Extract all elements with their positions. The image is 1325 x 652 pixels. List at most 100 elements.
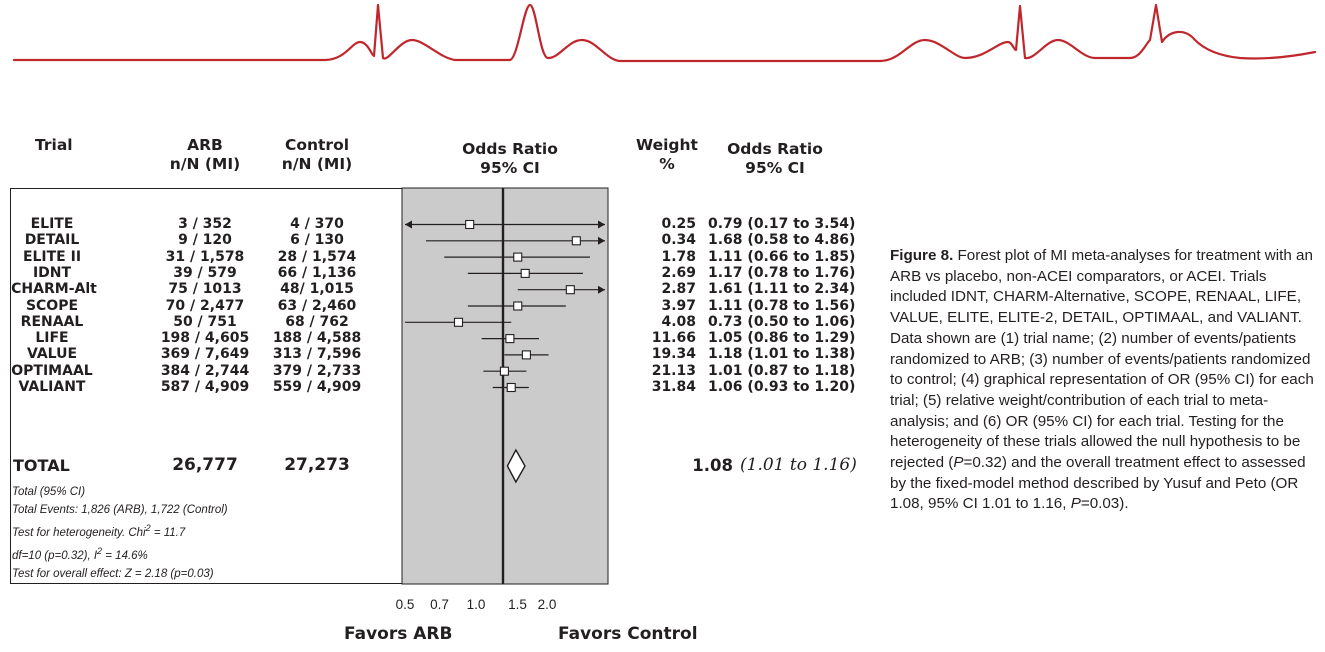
stats-total-events: Total Events: 1,826 (ARB), 1,722 (Contro… bbox=[12, 504, 228, 516]
point-estimate-marker bbox=[506, 382, 516, 393]
stats-bottom-rule bbox=[10, 583, 402, 584]
header-trial: Trial bbox=[35, 136, 105, 155]
caption-paragraph: Figure 8. Forest plot of MI meta-analyse… bbox=[890, 246, 1316, 515]
trial-control-events: 379 / 2,733 bbox=[272, 362, 362, 379]
caption-body-2: =0.32) and the overall treatment effect … bbox=[890, 454, 1306, 513]
stats-df: df=10 (p=0.32), I2 = 14.6% bbox=[12, 542, 228, 565]
point-estimate-marker bbox=[571, 236, 581, 246]
pooled-diamond bbox=[506, 448, 526, 484]
trial-or-text: 1.18 (1.01 to 1.38) bbox=[708, 346, 856, 363]
trial-name: ELITE II bbox=[22, 248, 82, 265]
point-estimate-marker bbox=[499, 366, 509, 376]
stats-total-ci: Total (95% CI) bbox=[12, 486, 86, 498]
favors-arb-label: Favors ARB bbox=[344, 624, 453, 644]
trial-weight: 11.66 bbox=[651, 330, 696, 347]
total-control: 27,273 bbox=[284, 455, 350, 475]
header-weight-line1: Weight bbox=[636, 136, 698, 154]
trial-name: LIFE bbox=[35, 330, 69, 347]
total-arb: 26,777 bbox=[172, 455, 238, 475]
caption-body-3: =0.03). bbox=[1080, 495, 1129, 513]
stats-chi-sup: 2 bbox=[145, 523, 151, 533]
stats-block: Total (95% CI) Total Events: 1,826 (ARB)… bbox=[12, 483, 228, 583]
trial-arb-events: 50 / 751 bbox=[173, 313, 237, 330]
trial-arb-events: 587 / 4,909 bbox=[160, 379, 250, 395]
header-trial-label: Trial bbox=[35, 136, 73, 154]
ci-arrow-right bbox=[598, 285, 605, 294]
stats-i2-sup: 2 bbox=[97, 545, 103, 556]
trial-arb-events: 75 / 1013 bbox=[168, 281, 242, 298]
trial-control-events: 313 / 7,596 bbox=[272, 346, 362, 363]
caption-p-symbol-1: P bbox=[953, 454, 964, 472]
trial-or-text: 0.73 (0.50 to 1.06) bbox=[708, 313, 856, 330]
trial-control-events: 68 / 762 bbox=[285, 313, 349, 330]
header-plot: Odds Ratio 95% CI bbox=[440, 140, 580, 178]
caption-p-symbol-2: P bbox=[1070, 495, 1081, 513]
trial-or-text: 1.17 (0.78 to 1.76) bbox=[708, 264, 856, 281]
header-plot-line2: 95% CI bbox=[480, 159, 540, 177]
x-tick-label: 0.7 bbox=[430, 597, 449, 612]
trial-arb-events: 384 / 2,744 bbox=[160, 362, 250, 379]
trial-name: VALUE bbox=[26, 346, 78, 363]
ci-band bbox=[401, 187, 609, 585]
trial-name: CHARM-Alt bbox=[11, 281, 97, 298]
trial-control-events: 559 / 4,909 bbox=[272, 379, 362, 395]
trial-or-text: 1.11 (0.66 to 1.85) bbox=[708, 248, 856, 265]
figure-caption: Figure 8. Forest plot of MI meta-analyse… bbox=[890, 246, 1316, 515]
trial-weight: 3.97 bbox=[661, 297, 696, 314]
ecg-header-line bbox=[12, 3, 1317, 63]
trial-or-text: 1.61 (1.11 to 2.34) bbox=[708, 281, 856, 298]
trial-weight: 2.69 bbox=[661, 264, 696, 281]
point-estimate-marker bbox=[565, 285, 575, 295]
point-estimate-marker bbox=[513, 301, 523, 311]
stats-chi-value: = 11.7 bbox=[150, 526, 186, 539]
trial-name: IDNT bbox=[32, 264, 72, 281]
trial-or-text: 1.11 (0.78 to 1.56) bbox=[708, 297, 856, 314]
trial-weight: 31.84 bbox=[651, 379, 696, 395]
trial-name: ELITE bbox=[30, 216, 74, 232]
trial-or-text: 0.79 (0.17 to 3.54) bbox=[708, 216, 856, 232]
header-or-line2: 95% CI bbox=[745, 159, 805, 177]
forest-plot bbox=[401, 187, 609, 585]
trial-arb-events: 39 / 579 bbox=[173, 264, 237, 281]
header-or-line1: Odds Ratio bbox=[727, 140, 823, 158]
ci-arrow-right bbox=[598, 236, 605, 245]
point-estimate-marker bbox=[513, 252, 523, 262]
trial-or-text: 1.06 (0.93 to 1.20) bbox=[708, 379, 856, 395]
trial-or-text: 1.68 (0.58 to 4.86) bbox=[708, 232, 856, 249]
trial-weight: 0.34 bbox=[661, 232, 696, 249]
trial-name: RENAAL bbox=[20, 313, 84, 330]
total-ci-text: (1.01 to 1.16) bbox=[740, 455, 857, 475]
trial-weight: 1.78 bbox=[661, 248, 696, 265]
trial-control-events: 63 / 2,460 bbox=[277, 297, 357, 314]
trial-weight: 0.25 bbox=[661, 216, 696, 232]
header-control-line2: n/N (MI) bbox=[281, 155, 353, 173]
trial-weight: 4.08 bbox=[661, 313, 696, 330]
trial-weight: 2.87 bbox=[661, 281, 696, 298]
stats-i2-value: = 14.6% bbox=[102, 549, 148, 562]
trial-or-text: 1.05 (0.86 to 1.29) bbox=[708, 330, 856, 347]
trial-control-events: 28 / 1,574 bbox=[277, 248, 357, 265]
point-estimate-marker bbox=[453, 317, 464, 327]
trial-weight: 19.34 bbox=[651, 346, 696, 363]
header-weight: Weight % bbox=[632, 136, 702, 174]
trial-control-events: 4 / 370 bbox=[290, 216, 344, 232]
trial-name: OPTIMAAL bbox=[11, 362, 93, 379]
caption-figure-label: Figure 8. bbox=[890, 247, 954, 264]
x-tick-label: 0.5 bbox=[395, 597, 415, 612]
trial-arb-events: 31 / 1,578 bbox=[165, 248, 245, 265]
point-estimate-marker bbox=[465, 219, 475, 230]
header-arb-line1: ARB bbox=[187, 136, 223, 154]
point-estimate-marker bbox=[505, 334, 515, 344]
stats-overall-effect: Test for overall effect: Z = 2.18 (p=0.0… bbox=[12, 567, 214, 580]
trial-name: DETAIL bbox=[24, 232, 80, 249]
point-estimate-marker bbox=[520, 268, 530, 278]
trial-arb-events: 3 / 352 bbox=[178, 216, 232, 232]
header-control: Control n/N (MI) bbox=[262, 136, 372, 174]
point-estimate-marker bbox=[521, 350, 531, 360]
trial-control-events: 188 / 4,588 bbox=[272, 330, 362, 347]
total-or-value: 1.08 bbox=[692, 456, 733, 475]
ci-arrow-right bbox=[598, 220, 605, 229]
x-tick-label: 1.5 bbox=[508, 597, 527, 612]
trial-control-events: 66 / 1,136 bbox=[277, 264, 357, 281]
header-arb: ARB n/N (MI) bbox=[150, 136, 260, 174]
